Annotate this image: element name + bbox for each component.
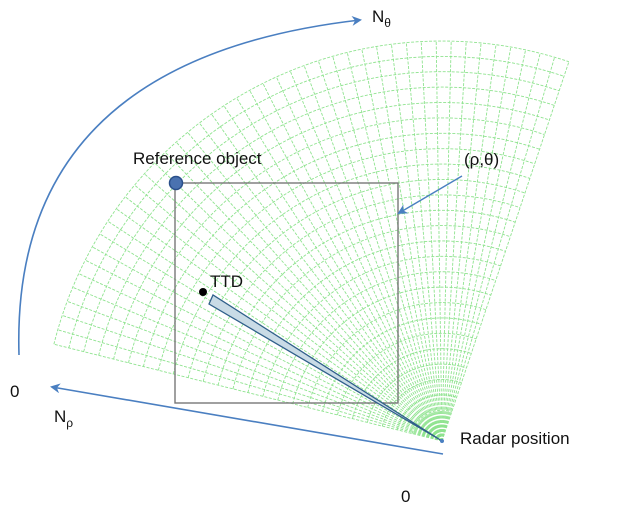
grid-angle-ray	[441, 44, 497, 442]
grid-angle-ray	[376, 46, 443, 442]
grid-angle-ray	[441, 49, 527, 442]
n-rho-arrow	[50, 383, 444, 455]
grid-angle-ray	[275, 76, 443, 442]
grid-angle-ray	[116, 208, 443, 442]
grid-angle-ray	[134, 184, 443, 442]
grid-angle-ray	[317, 60, 443, 442]
grid-range-ring	[128, 117, 545, 363]
polar-grid	[53, 40, 570, 442]
grid-angle-ray	[441, 53, 541, 442]
grid-angle-ray	[154, 162, 443, 442]
grid-angle-ray	[441, 41, 452, 442]
grid-angle-ray	[441, 57, 556, 442]
grid-range-ring	[53, 40, 570, 345]
reference-object-label: Reference object	[133, 149, 262, 168]
grid-range-ring	[337, 332, 477, 416]
grid-range-ring	[232, 225, 511, 390]
grid-angle-ray	[78, 273, 443, 442]
n-rho-label: Nρ	[54, 407, 73, 430]
grid-range-ring	[187, 179, 526, 378]
grid-angle-ray	[164, 151, 443, 442]
grid-angle-ray	[84, 259, 443, 442]
grid-angle-ray	[92, 246, 443, 442]
ttd-point	[199, 288, 207, 296]
grid-angle-ray	[236, 97, 443, 442]
grid-angle-ray	[72, 286, 443, 442]
grid-angle-ray	[441, 42, 482, 442]
grid-angle-ray	[199, 122, 443, 442]
grid-range-ring	[202, 194, 521, 382]
grid-angle-ray	[144, 173, 443, 442]
grid-angle-ray	[441, 41, 467, 442]
grid-angle-ray	[67, 300, 443, 442]
grid-angle-ray	[249, 90, 443, 442]
zero-bottom-label: 0	[401, 487, 410, 506]
grid-angle-ray	[441, 61, 570, 442]
grid-range-ring	[113, 102, 550, 360]
grid-angle-ray	[346, 52, 443, 442]
grid-range-ring	[68, 56, 565, 349]
grid-angle-ray	[107, 220, 443, 442]
cell-coordinate-label: (ρ,θ)	[464, 150, 499, 169]
grid-angle-ray	[405, 42, 443, 442]
grid-angle-ray	[303, 65, 443, 442]
grid-angle-ray	[420, 41, 443, 442]
grid-range-ring	[98, 86, 555, 356]
grid-range-ring	[307, 302, 487, 408]
grid-angle-ray	[187, 132, 443, 442]
grid-angle-ray	[262, 83, 443, 442]
grid-angle-ray	[53, 343, 443, 442]
grid-range-ring	[262, 255, 501, 397]
n-theta-label: Nθ	[372, 7, 391, 30]
grid-range-ring	[381, 378, 462, 427]
grid-angle-ray	[175, 141, 443, 442]
grid-range-ring	[172, 163, 531, 375]
grid-angle-ray	[57, 329, 443, 442]
reference-object-marker	[168, 175, 184, 191]
grid-angle-ray	[435, 40, 443, 442]
grid-angle-ray	[441, 46, 512, 442]
grid-angle-ray	[361, 49, 443, 442]
grid-angle-ray	[223, 105, 443, 442]
grid-range-ring	[157, 148, 535, 371]
grid-range-ring	[247, 240, 506, 393]
grid-angle-ray	[390, 44, 443, 442]
grid-angle-ray	[124, 196, 443, 442]
grid-range-ring	[411, 409, 452, 434]
reference-box	[174, 182, 399, 404]
ttd-label: TTD	[210, 272, 243, 291]
ttd-beam	[208, 294, 443, 442]
radar-position-label: Radar position	[460, 429, 570, 448]
grid-angle-ray	[62, 314, 443, 442]
grid-angle-ray	[211, 113, 443, 442]
n-theta-arrow	[18, 15, 362, 356]
radar-origin	[440, 439, 444, 443]
zero-left-label: 0	[10, 382, 19, 401]
grid-range-ring	[351, 348, 472, 419]
grid-angle-ray	[289, 70, 443, 442]
cell-pointer-arrow	[397, 175, 463, 215]
grid-angle-ray	[332, 56, 443, 442]
